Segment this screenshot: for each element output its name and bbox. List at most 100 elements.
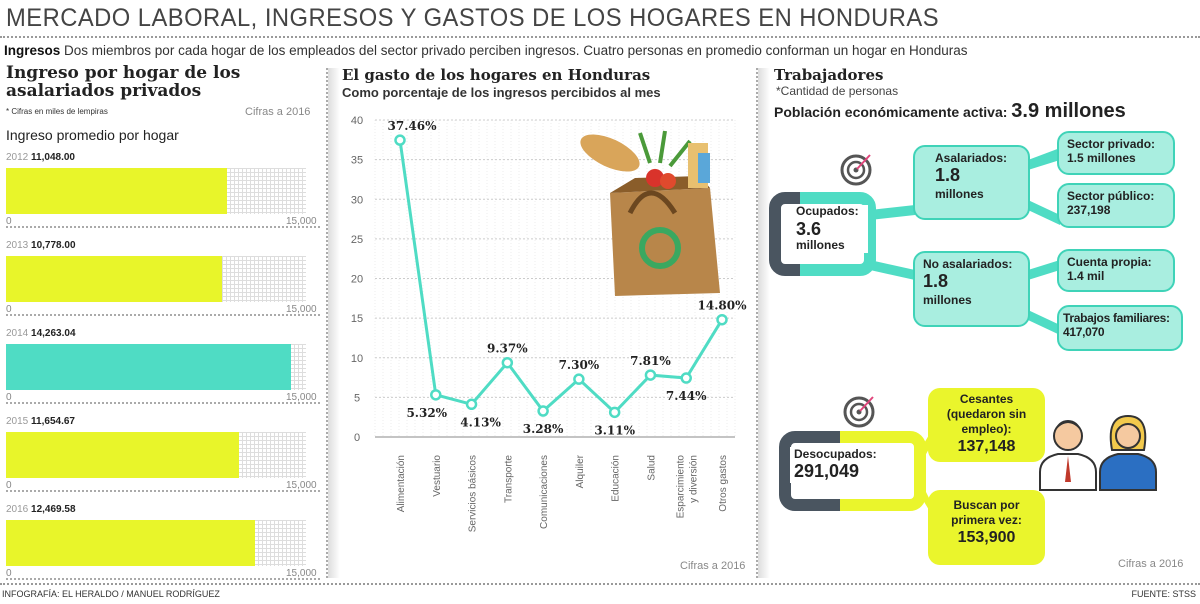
tick-label: 15,000 (286, 304, 317, 315)
desocupados-label: Desocupados: (794, 447, 877, 461)
x-tick-label: Vestuario (432, 455, 443, 497)
bar-label: 2014 14,263.04 (6, 328, 76, 339)
left-subheading: Ingreso promedio por hogar (6, 127, 179, 143)
divider (0, 583, 1200, 585)
y-tick-label: 15 (351, 313, 363, 325)
bar-track (6, 168, 306, 214)
footer-source: FUENTE: STSS (1131, 589, 1196, 599)
bar-label: 2016 12,469.58 (6, 504, 76, 515)
x-tick-label: Alimentación (396, 455, 407, 512)
data-label: 9.37% (487, 342, 528, 356)
desocupados-value: 291,049 (794, 461, 860, 482)
bar-value: 12,469.58 (31, 504, 76, 515)
bar (6, 520, 256, 566)
y-tick-label: 5 (354, 392, 360, 404)
pea-row: Población económicamente activa: 3.9 mil… (774, 100, 1126, 123)
bar-year: 2012 (6, 152, 32, 163)
ocupados-value: 3.6 (796, 218, 822, 239)
cesantes-label: Cesantes (quedaron sin empleo): (946, 392, 1027, 436)
data-point (573, 373, 585, 385)
bar (6, 432, 240, 478)
bar-value: 10,778.00 (31, 240, 76, 251)
tick-label: 0 (6, 480, 12, 491)
divider (326, 68, 340, 578)
data-label: 37.46% (388, 119, 438, 133)
cuenta-propia-box: Cuenta propia: 1.4 mil (1057, 249, 1175, 292)
bar-label: 2012 11,048.00 (6, 152, 75, 163)
divider (0, 36, 1200, 38)
bar-label: 2013 10,778.00 (6, 240, 76, 251)
tick-label: 0 (6, 392, 12, 403)
intro-body: Dos miembros por cada hogar de los emple… (60, 43, 968, 58)
publico-value: 237,198 (1067, 203, 1111, 218)
tick-label: 0 (6, 568, 12, 579)
target-icon (843, 396, 875, 428)
axis-line (6, 402, 320, 404)
ocupados-box: Ocupados: 3.6 millones (796, 204, 868, 254)
x-tick-label: Educación (611, 455, 622, 502)
privado-label: Sector privado: (1067, 137, 1156, 151)
x-tick-label: Servicios básicos (468, 455, 479, 532)
series-line (398, 139, 724, 415)
data-label: 3.11% (594, 423, 635, 437)
x-tick-label: y diversión (689, 455, 700, 503)
target-icon (840, 154, 872, 186)
bar-track (6, 344, 306, 390)
ocupados-unit: millones (796, 238, 845, 253)
no-asalariados-label: No asalariados: (923, 257, 1013, 271)
buscan-value: 153,900 (957, 529, 1016, 546)
bar-year: 2013 (6, 240, 32, 251)
y-tick-label: 30 (351, 194, 363, 206)
bar-value: 11,048.00 (31, 152, 75, 163)
x-tick-label: Salud (646, 455, 657, 481)
axis-line (6, 490, 320, 492)
axis-line (6, 226, 320, 228)
y-tick-label: 35 (351, 155, 363, 167)
x-tick-label: Alquiler (575, 454, 586, 488)
people-icon (1039, 414, 1157, 491)
left-heading: Ingreso por hogar de los asalariados pri… (6, 63, 241, 101)
x-tick-label: Comunicaciones (539, 455, 550, 529)
data-point (644, 369, 657, 381)
tick-label: 0 (6, 216, 12, 227)
pea-label: Población económicamente activa: (774, 104, 1008, 120)
y-tick-label: 40 (351, 115, 363, 127)
sector-publico-box: Sector público: 237,198 (1057, 183, 1175, 228)
footer-credit: INFOGRAFÍA: EL HERALDO / MANUEL RODRÍGUE… (2, 589, 220, 599)
tick-label: 0 (6, 304, 12, 315)
data-point (501, 356, 514, 369)
chart-title: El gasto de los hogares en Honduras (342, 66, 651, 84)
bar-track (6, 520, 306, 566)
right-heading: Trabajadores (774, 66, 884, 84)
bar-year: 2016 (6, 504, 32, 515)
cesantes-value: 137,148 (957, 438, 1016, 455)
tick-label: 15,000 (286, 392, 317, 403)
data-point (716, 313, 728, 326)
trabajos-familiares-box: Trabajos familiares: 417,070 (1057, 305, 1183, 351)
page-title: MERCADO LABORAL, INGRESOS Y GASTOS DE LO… (6, 4, 940, 32)
desocupados-box: Desocupados: 291,049 (790, 447, 910, 483)
propia-value: 1.4 mil (1067, 269, 1105, 284)
no-asalariados-box: No asalariados: 1.8 millones (913, 251, 1030, 327)
sector-privado-box: Sector privado: 1.5 millones (1057, 131, 1175, 175)
intro-lead: Ingresos (4, 43, 61, 58)
bar-year: 2015 (6, 416, 32, 427)
data-label: 5.32% (406, 406, 447, 420)
ocupados-label: Ocupados: (796, 204, 859, 218)
grocery-bag-icon (580, 130, 720, 296)
familiares-value: 417,070 (1063, 325, 1105, 340)
data-point (608, 406, 621, 419)
asalariados-unit: millones (935, 186, 984, 201)
intro-text: Ingresos Dos miembros por cada hogar de … (4, 43, 968, 58)
expense-line-chart: 0 5 10 15 20 25 30 35 40 37.46% Alimentación 5.32% V… (351, 115, 747, 532)
chart-subtitle: Como porcentaje de los ingresos percibid… (342, 85, 661, 100)
left-note: * Cifras en miles de lempiras (6, 107, 108, 116)
bar (6, 344, 292, 390)
axis-line (6, 578, 320, 580)
right-note: *Cantidad de personas (776, 84, 899, 98)
bar-value: 11,654.67 (31, 416, 75, 427)
bar-label: 2015 11,654.67 (6, 416, 75, 427)
data-point (680, 372, 692, 384)
bar-track (6, 432, 306, 478)
y-tick-label: 25 (351, 234, 363, 246)
